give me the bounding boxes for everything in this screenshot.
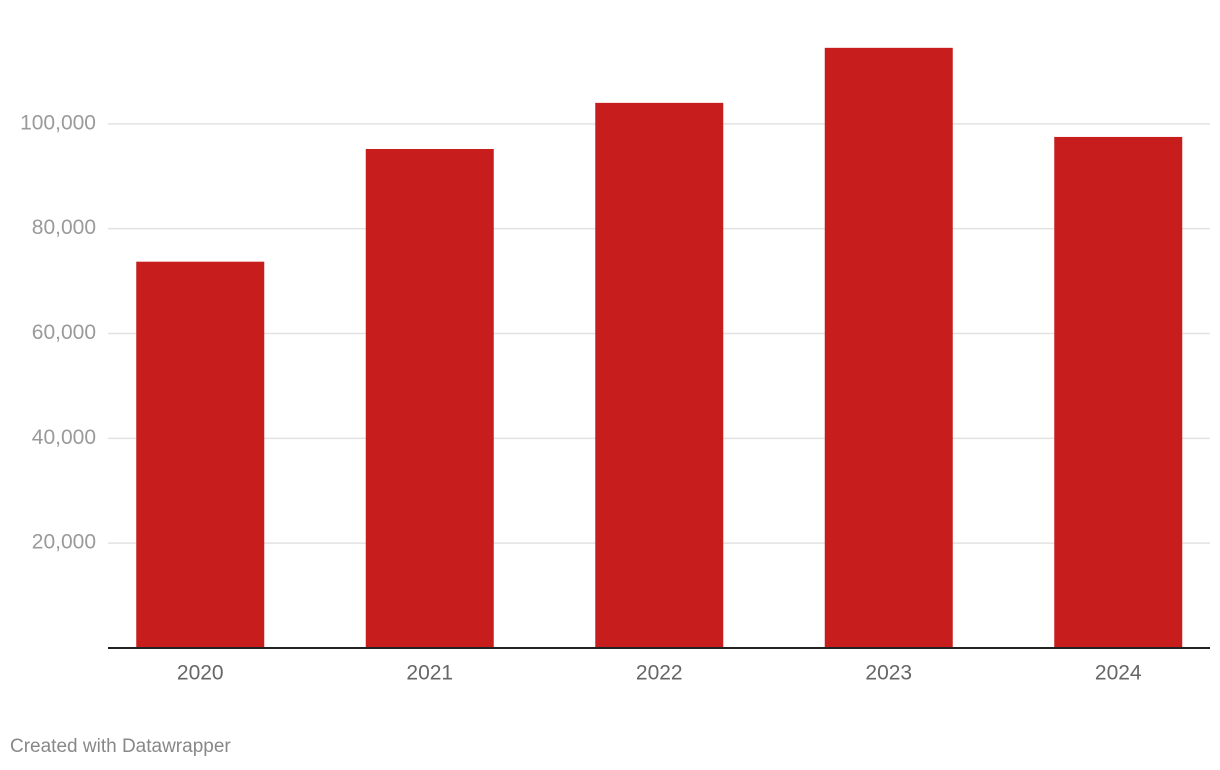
y-tick-label: 40,000: [32, 426, 96, 449]
x-tick-label: 2022: [636, 662, 683, 685]
y-tick-label: 20,000: [32, 531, 96, 554]
credit: Created with Datawrapper: [10, 736, 231, 757]
x-tick-label: 2020: [177, 662, 224, 685]
y-tick-label: 60,000: [32, 321, 96, 344]
bar: [595, 102, 724, 648]
x-tick-label: 2021: [406, 662, 453, 685]
bar: [824, 47, 953, 649]
x-tick-label: 2023: [865, 662, 912, 685]
bar: [365, 148, 494, 648]
y-tick-label: 80,000: [32, 216, 96, 239]
bar: [1054, 136, 1183, 648]
y-tick-label: 100,000: [20, 111, 96, 134]
x-tick-label: 2024: [1095, 662, 1142, 685]
bar: [136, 261, 265, 648]
